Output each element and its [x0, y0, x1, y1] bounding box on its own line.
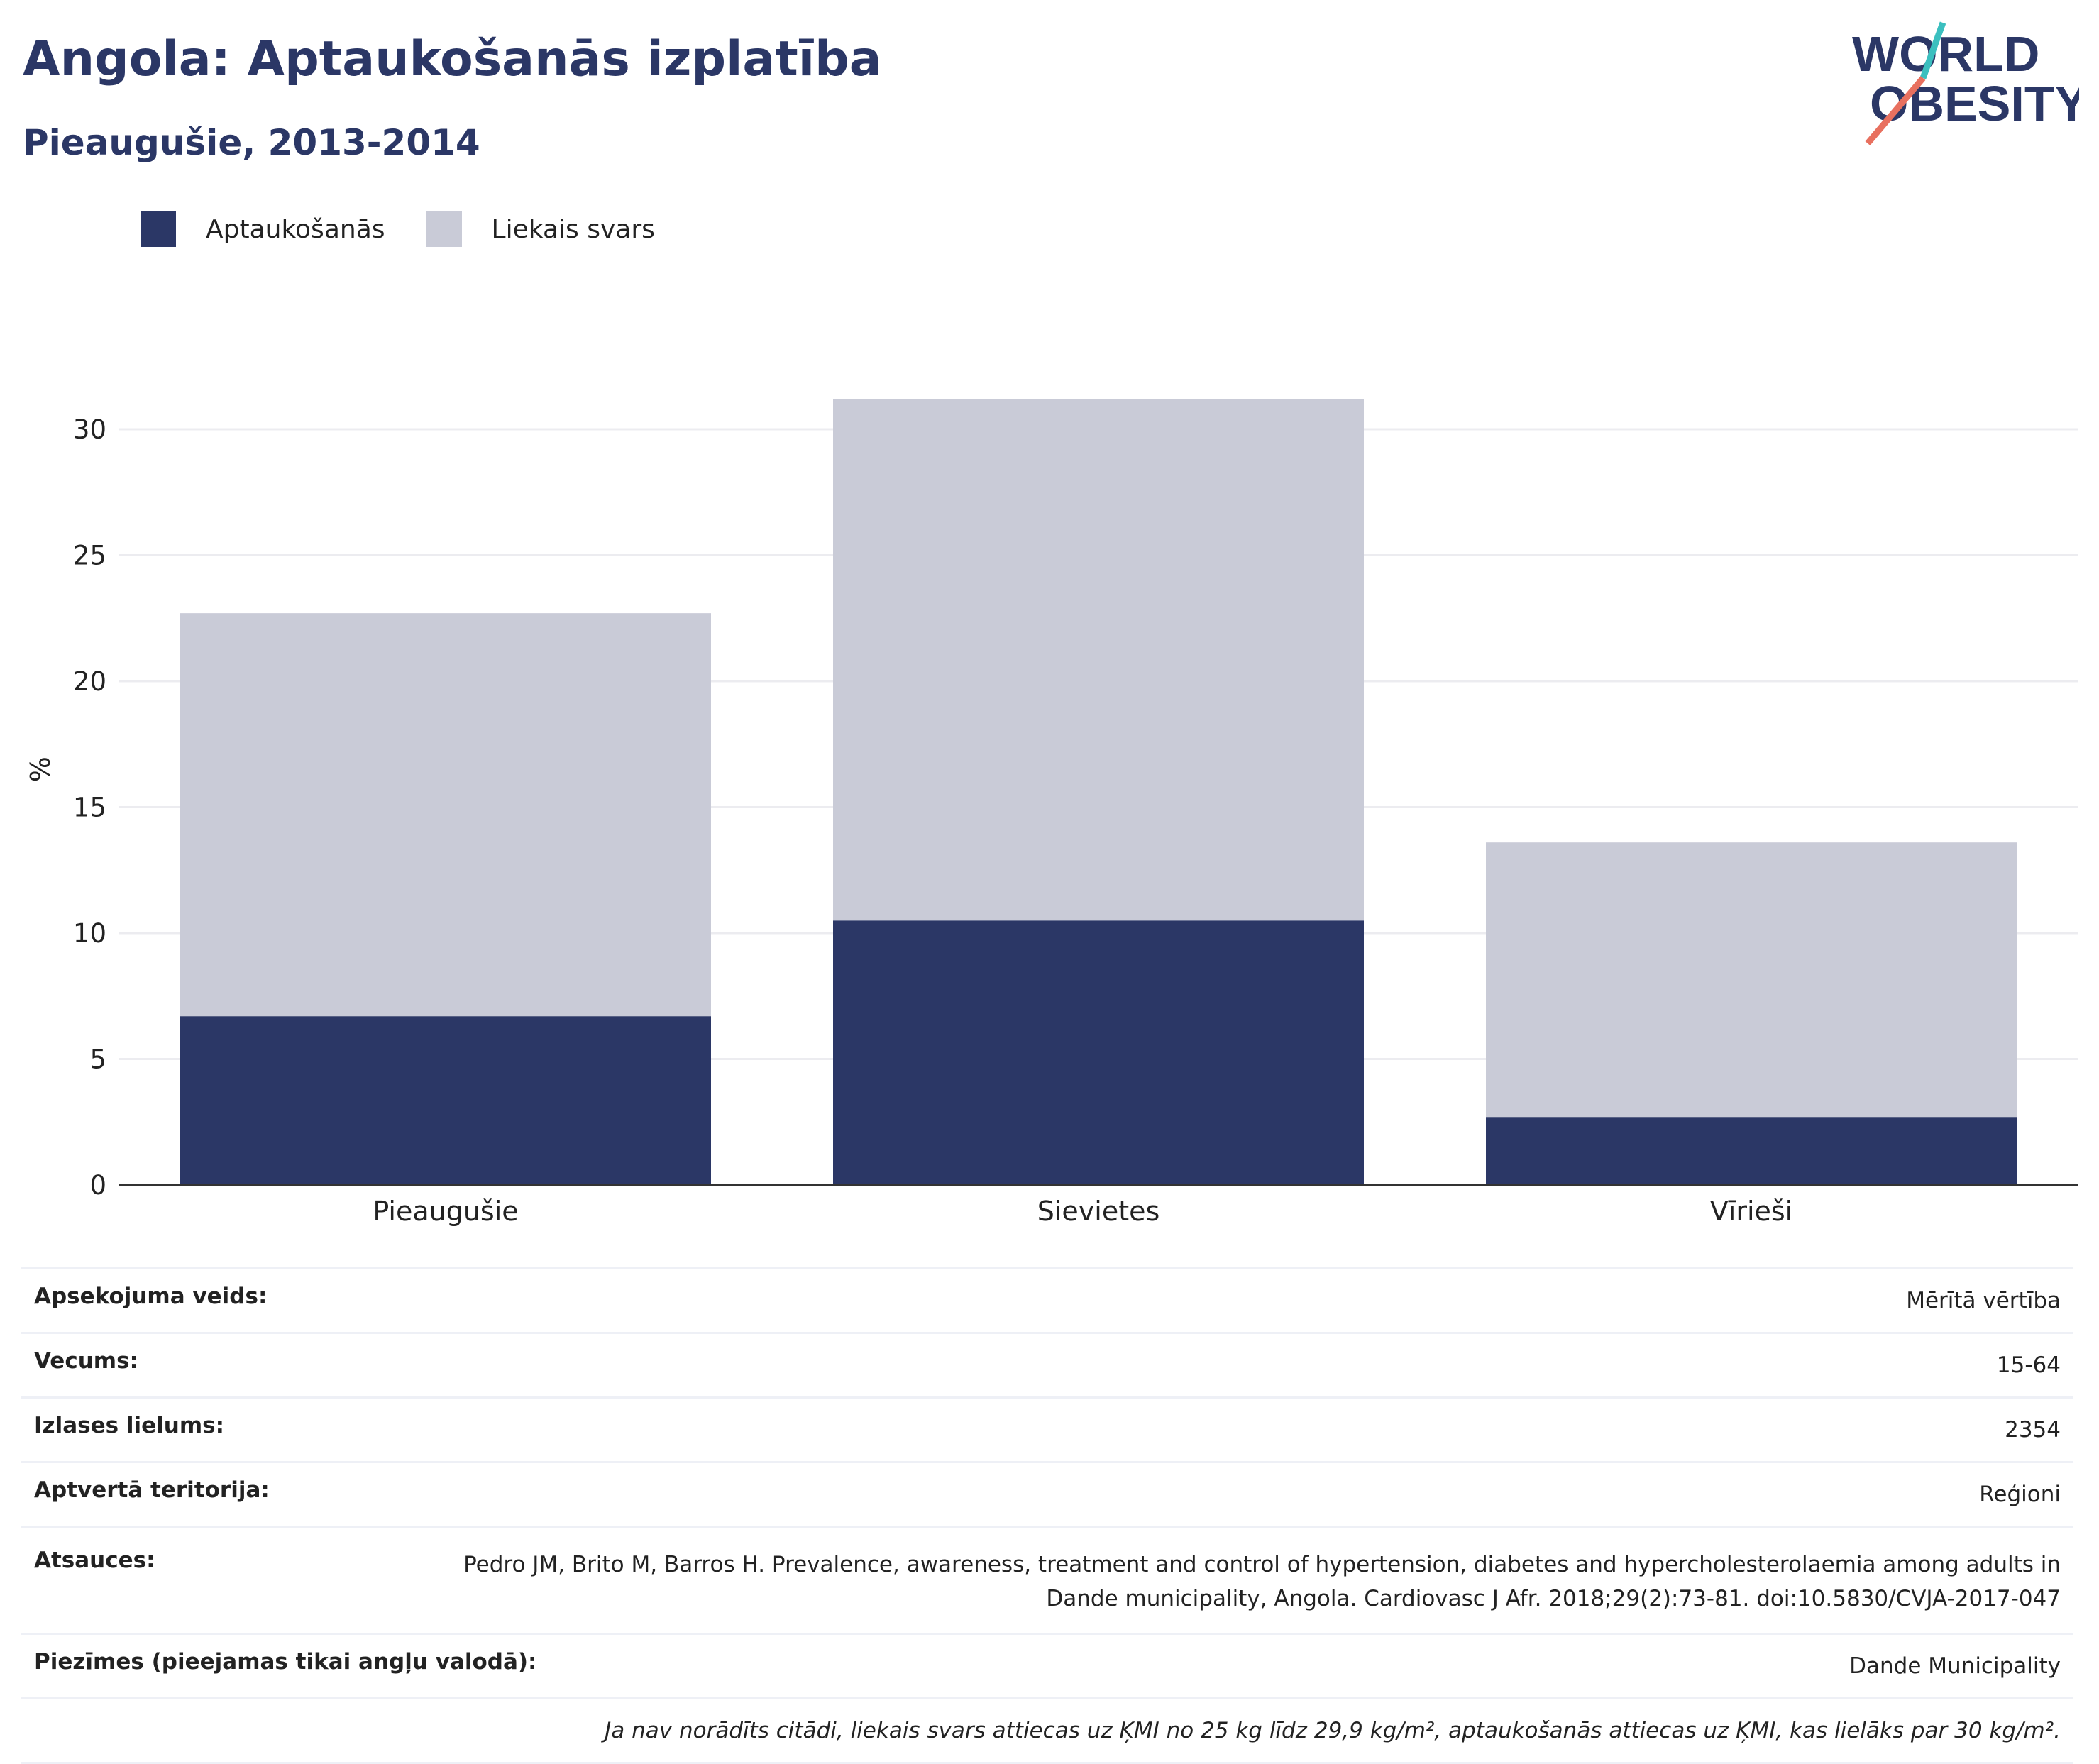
- survey-info-table: Apsekojuma veids: Mērītā vērtība Vecums:…: [21, 1267, 2073, 1764]
- logo-slash-teal: [1919, 21, 1946, 79]
- y-tick-label: 15: [73, 793, 106, 823]
- chart-subtitle: Pieaugušie, 2013-2014: [23, 122, 480, 163]
- info-key: Aptvertā teritorija:: [34, 1477, 270, 1503]
- x-tick-label: Pieaugušie: [373, 1196, 518, 1227]
- info-value: Pedro JM, Brito M, Barros H. Prevalence,…: [463, 1552, 2061, 1611]
- info-value: 15-64: [1996, 1352, 2061, 1378]
- info-row-footnote: Ja nav norādīts citādi, liekais svars at…: [21, 1697, 2073, 1764]
- legend-label-obesity: Aptaukošanās: [206, 214, 385, 244]
- info-value: Reģioni: [1979, 1482, 2061, 1507]
- info-row-sample-size: Izlases lielums: 2354: [21, 1396, 2073, 1461]
- chart-title: Angola: Aptaukošanās izplatība: [23, 31, 882, 87]
- info-key: Vecums:: [34, 1348, 138, 1374]
- info-value: 2354: [2005, 1417, 2061, 1443]
- y-tick-label: 25: [73, 541, 106, 571]
- info-row-age: Vecums: 15-64: [21, 1332, 2073, 1396]
- legend-label-overweight: Liekais svars: [491, 214, 655, 244]
- info-row-notes: Piezīmes (pieejamas tikai angļu valodā):…: [21, 1633, 2073, 1697]
- info-row-coverage: Aptvertā teritorija: Reģioni: [21, 1461, 2073, 1526]
- stacked-bar-chart: 0 5 10 15 20 25 30% Pieaugušie Sievietes Vīrieši: [25, 399, 2078, 1227]
- y-tick-label: 20: [73, 666, 106, 697]
- info-key: Izlases lielums:: [34, 1413, 224, 1438]
- x-tick-label: Vīrieši: [1710, 1196, 1792, 1227]
- bar-overweight: [180, 613, 711, 1017]
- y-axis-label: %: [25, 756, 56, 782]
- chart-legend: Aptaukošanās Liekais svars: [141, 209, 696, 249]
- bar-obesity: [1486, 1117, 2017, 1185]
- bar-obesity: [833, 920, 1364, 1185]
- x-tick-label: Sievietes: [1037, 1196, 1160, 1227]
- info-row-references: Atsauces: Pedro JM, Brito M, Barros H. P…: [21, 1526, 2073, 1633]
- logo-text-world: WORLD: [1852, 26, 2039, 82]
- legend-item-obesity[interactable]: Aptaukošanās: [141, 211, 385, 247]
- logo-slash-coral: [1865, 76, 1926, 145]
- info-row-survey-type: Apsekojuma veids: Mērītā vērtība: [21, 1267, 2073, 1332]
- legend-swatch-overweight: [426, 211, 462, 247]
- y-tick-label: 10: [73, 918, 106, 949]
- legend-item-overweight[interactable]: Liekais svars: [426, 211, 655, 247]
- info-value: Mērītā vērtība: [1906, 1288, 2061, 1313]
- y-tick-label: 5: [89, 1044, 106, 1075]
- info-value: Dande Municipality: [1849, 1653, 2061, 1679]
- bar-overweight: [1486, 842, 2017, 1118]
- y-tick-label: 30: [73, 414, 106, 445]
- info-key: Piezīmes (pieejamas tikai angļu valodā):: [34, 1649, 537, 1675]
- world-obesity-logo: WORLD OBESITY: [1852, 21, 2079, 145]
- info-key: Atsauces:: [34, 1548, 155, 1573]
- bar-obesity: [180, 1016, 711, 1185]
- legend-swatch-obesity: [141, 211, 176, 247]
- footnote-text: Ja nav norādīts citādi, liekais svars at…: [605, 1718, 2061, 1743]
- y-tick-label: 0: [89, 1170, 106, 1201]
- info-key: Apsekojuma veids:: [34, 1284, 268, 1309]
- bar-overweight: [833, 399, 1364, 921]
